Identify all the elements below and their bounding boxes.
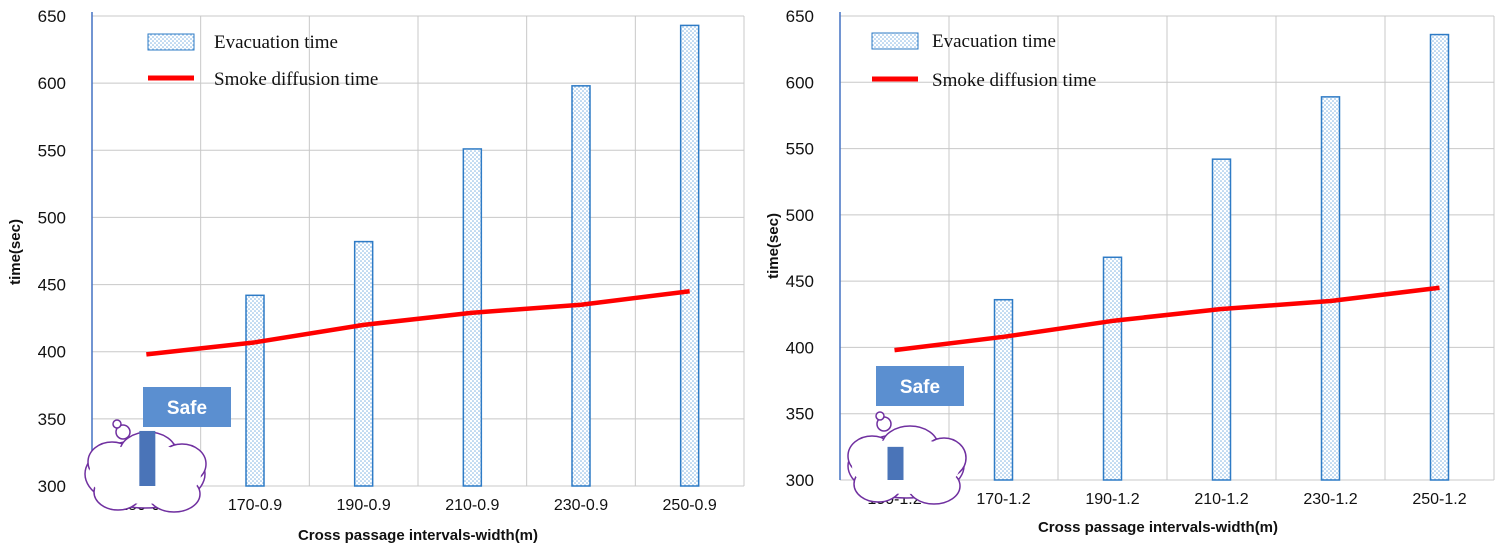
smoke-diffusion-line — [146, 289, 690, 357]
gridlines — [839, 15, 1495, 481]
evacuation-bars — [245, 24, 700, 487]
y-tick-label: 350 — [38, 410, 66, 429]
legend-swatch-evacuation — [871, 32, 919, 50]
y-tick-label: 400 — [38, 343, 66, 362]
legend-label-evacuation: Evacuation time — [214, 32, 338, 53]
y-tick-label: 300 — [786, 471, 814, 490]
x-tick-labels: 150-0.9170-0.9190-0.9210-0.9230-0.9250-0… — [119, 497, 717, 514]
y-tick-label: 450 — [38, 276, 66, 295]
legend-swatch-evacuation — [147, 33, 195, 51]
evacuation-bar — [1320, 96, 1341, 481]
y-tick-labels: 300 350 400 450 500 550 600 650 — [786, 7, 814, 490]
x-tick-label: 210-0.9 — [445, 497, 499, 514]
safe-badge — [143, 387, 231, 427]
x-tick-label: 170-0.9 — [228, 497, 282, 514]
y-tick-label: 650 — [786, 7, 814, 26]
thought-cloud-icon — [847, 411, 967, 505]
x-tick-label: 230-0.9 — [554, 497, 608, 514]
y-tick-label: 600 — [38, 74, 66, 93]
x-tick-label: 190-0.9 — [337, 497, 391, 514]
evacuation-bar — [1429, 33, 1450, 481]
y-tick-label: 500 — [38, 208, 66, 227]
y-axis-title: time(sec) — [765, 213, 782, 279]
evacuation-bar — [353, 240, 374, 487]
x-tick-label: 250-1.2 — [1412, 491, 1466, 508]
safe-label: Safe — [167, 398, 207, 419]
evacuation-bar — [1102, 256, 1123, 481]
legend-label-smoke: Smoke diffusion time — [932, 70, 1096, 91]
y-tick-labels: 300 350 400 450 500 550 600 650 — [38, 7, 66, 496]
y-tick-label: 500 — [786, 206, 814, 225]
evacuation-bar — [679, 24, 700, 487]
y-tick-label: 350 — [786, 405, 814, 424]
y-tick-label: 650 — [38, 7, 66, 26]
y-tick-label: 450 — [786, 272, 814, 291]
x-tick-label: 210-1.2 — [1194, 491, 1248, 508]
x-tick-label: 170-1.2 — [976, 491, 1030, 508]
y-tick-label: 300 — [38, 477, 66, 496]
evacuation-bar — [462, 148, 483, 487]
x-tick-label: 230-1.2 — [1303, 491, 1357, 508]
y-tick-label: 400 — [786, 338, 814, 357]
x-tick-label: 190-1.2 — [1085, 491, 1139, 508]
safe-badge — [876, 366, 964, 406]
safe-bar — [887, 446, 904, 480]
gridlines — [91, 15, 745, 487]
y-axis-title: time(sec) — [7, 219, 24, 285]
legend: Evacuation time Smoke diffusion time — [147, 32, 378, 90]
x-tick-label: 250-0.9 — [663, 497, 717, 514]
y-tick-label: 550 — [786, 140, 814, 159]
evacuation-bar — [1211, 158, 1232, 481]
legend-label-smoke: Smoke diffusion time — [214, 69, 378, 90]
x-axis-title: Cross passage intervals-width(m) — [298, 527, 538, 544]
legend: Evacuation time Smoke diffusion time — [871, 31, 1096, 91]
evacuation-bar — [245, 294, 265, 487]
evacuation-bar — [993, 298, 1014, 481]
smoke-diffusion-line — [894, 285, 1440, 353]
y-tick-label: 600 — [786, 73, 814, 92]
legend-label-evacuation: Evacuation time — [932, 31, 1056, 52]
safe-bar — [139, 430, 156, 486]
y-tick-label: 550 — [38, 141, 66, 160]
evacuation-bars — [993, 33, 1450, 481]
x-axis-title: Cross passage intervals-width(m) — [1038, 519, 1278, 536]
safe-label: Safe — [900, 377, 940, 398]
evacuation-bar — [571, 85, 591, 487]
